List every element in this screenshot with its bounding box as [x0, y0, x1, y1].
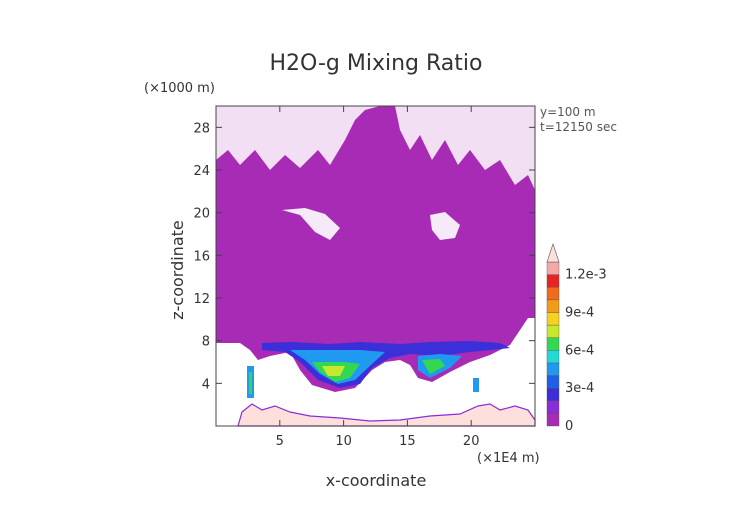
colorbar-segment	[546, 261, 560, 275]
colorbar-segment	[546, 312, 560, 326]
colorbar-segment	[546, 400, 560, 414]
y-tick-label: 8	[202, 335, 210, 350]
colorbar-segment	[546, 413, 560, 427]
colorbar-segment	[546, 362, 560, 376]
y-tick-label: 28	[193, 121, 210, 136]
colorbar-segment	[546, 375, 560, 389]
y-tick-label: 24	[193, 164, 210, 179]
y-axis-label: z-coordinate	[168, 220, 187, 320]
upper-dry-left	[216, 106, 380, 170]
chart-title: H2O-g Mixing Ratio	[270, 51, 483, 76]
y-ticks: 4 8 12 16 20 24 28	[193, 121, 535, 392]
green-core-right	[422, 359, 445, 374]
x-unit-label: (×1E4 m)	[477, 451, 540, 466]
y-unit-label: (×1000 m)	[144, 81, 215, 96]
y-tick-label: 4	[202, 377, 210, 392]
info-line-2: t=12150 sec	[540, 120, 617, 134]
x-tick-label: 5	[276, 434, 284, 449]
x-ticks: 5 10 15 20	[276, 106, 480, 449]
colorbar-label: 0	[565, 419, 573, 434]
colorbar-label: 9e-4	[565, 305, 594, 320]
yellow-core	[322, 366, 345, 376]
colorbar-segment	[546, 299, 560, 313]
upper-dry-right	[395, 106, 535, 190]
x-tick-label: 15	[399, 434, 416, 449]
y-tick-label: 12	[193, 292, 210, 307]
colorbar-segment	[546, 350, 560, 364]
info-line-1: y=100 m	[540, 105, 596, 119]
colorbar-segment	[546, 287, 560, 301]
colorbar-segment	[546, 387, 560, 401]
colorbar-label: 3e-4	[565, 381, 594, 396]
mid-dry-left	[282, 208, 340, 240]
y-tick-label: 20	[193, 207, 210, 222]
x-tick-label: 20	[463, 434, 480, 449]
y-tick-label: 16	[193, 249, 210, 264]
x-tick-label: 10	[335, 434, 352, 449]
plume-right	[473, 378, 479, 392]
colorbar: 0 3e-4 6e-4 9e-4 1.2e-3	[546, 243, 607, 434]
colorbar-segment	[546, 337, 560, 351]
colorbar-label: 1.2e-3	[565, 268, 607, 283]
mid-dry-right	[430, 212, 460, 240]
colorbar-overflow-arrow	[546, 243, 560, 263]
x-axis-label: x-coordinate	[326, 471, 427, 490]
plot-frame	[215, 105, 536, 427]
terrain	[237, 403, 536, 427]
colorbar-segment	[546, 274, 560, 288]
colorbar-label: 6e-4	[565, 343, 594, 358]
plume-left-core	[249, 372, 252, 394]
dry-region	[216, 318, 535, 426]
colorbar-segment	[546, 324, 560, 338]
plot-field	[215, 105, 536, 427]
